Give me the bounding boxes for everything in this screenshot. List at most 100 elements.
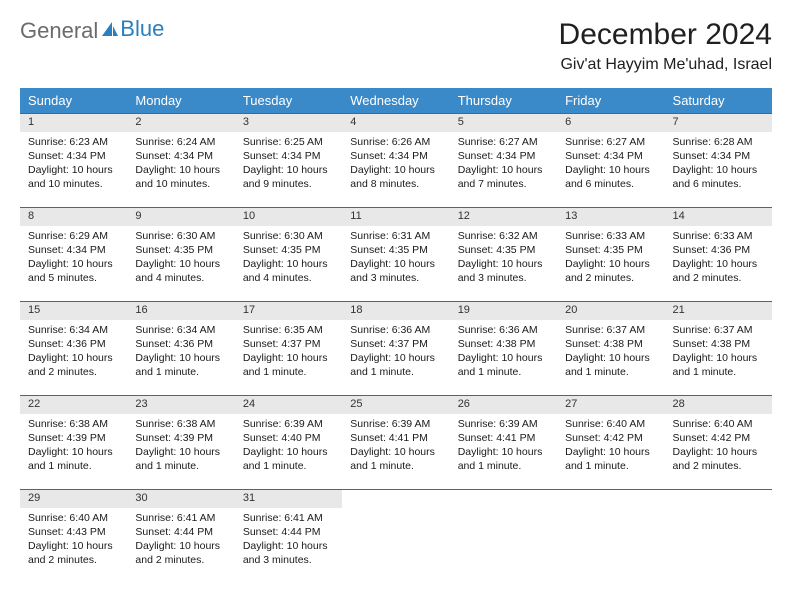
daylight-text: Daylight: 10 hours and 1 minute. xyxy=(350,445,441,473)
day-number-cell: 8 xyxy=(20,208,127,226)
daylight-text: Daylight: 10 hours and 2 minutes. xyxy=(28,351,119,379)
day-detail-cell: Sunrise: 6:27 AMSunset: 4:34 PMDaylight:… xyxy=(557,132,664,202)
day-number-cell: 2 xyxy=(127,114,234,132)
day-detail-cell: Sunrise: 6:40 AMSunset: 4:43 PMDaylight:… xyxy=(20,508,127,578)
daylight-text: Daylight: 10 hours and 10 minutes. xyxy=(135,163,226,191)
sunrise-text: Sunrise: 6:37 AM xyxy=(565,323,656,337)
sunrise-text: Sunrise: 6:39 AM xyxy=(350,417,441,431)
daylight-text: Daylight: 10 hours and 2 minutes. xyxy=(673,445,764,473)
sunrise-text: Sunrise: 6:29 AM xyxy=(28,229,119,243)
day-number-cell: 11 xyxy=(342,208,449,226)
sunrise-text: Sunrise: 6:40 AM xyxy=(28,511,119,525)
day-number-cell: 14 xyxy=(665,208,772,226)
sunset-text: Sunset: 4:39 PM xyxy=(135,431,226,445)
day-detail-cell xyxy=(557,508,664,578)
sunrise-text: Sunrise: 6:36 AM xyxy=(458,323,549,337)
sunrise-text: Sunrise: 6:40 AM xyxy=(565,417,656,431)
day-number-cell xyxy=(665,490,772,508)
day-detail-cell: Sunrise: 6:36 AMSunset: 4:37 PMDaylight:… xyxy=(342,320,449,390)
sunset-text: Sunset: 4:35 PM xyxy=(243,243,334,257)
month-title: December 2024 xyxy=(559,18,772,52)
day-number-cell: 1 xyxy=(20,114,127,132)
day-number-cell: 7 xyxy=(665,114,772,132)
sunrise-text: Sunrise: 6:34 AM xyxy=(28,323,119,337)
day-number-cell: 24 xyxy=(235,396,342,414)
sunrise-text: Sunrise: 6:27 AM xyxy=(565,135,656,149)
day-number-cell: 22 xyxy=(20,396,127,414)
daylight-text: Daylight: 10 hours and 1 minute. xyxy=(350,351,441,379)
day-number-cell: 26 xyxy=(450,396,557,414)
sunset-text: Sunset: 4:35 PM xyxy=(565,243,656,257)
day-number-cell: 27 xyxy=(557,396,664,414)
calendar-table: Sunday Monday Tuesday Wednesday Thursday… xyxy=(20,88,772,584)
sunrise-text: Sunrise: 6:32 AM xyxy=(458,229,549,243)
day-number-cell: 9 xyxy=(127,208,234,226)
sunrise-text: Sunrise: 6:31 AM xyxy=(350,229,441,243)
day-detail-cell: Sunrise: 6:25 AMSunset: 4:34 PMDaylight:… xyxy=(235,132,342,202)
day-number-cell: 31 xyxy=(235,490,342,508)
day-number-cell: 18 xyxy=(342,302,449,320)
day-detail-cell xyxy=(342,508,449,578)
weekday-header: Saturday xyxy=(665,88,772,114)
sunset-text: Sunset: 4:44 PM xyxy=(135,525,226,539)
daylight-text: Daylight: 10 hours and 1 minute. xyxy=(565,445,656,473)
weekday-header: Tuesday xyxy=(235,88,342,114)
day-detail-row: Sunrise: 6:34 AM Sunset: 4:36 PM Daylight:… xyxy=(20,320,772,390)
daylight-text: Daylight: 10 hours and 1 minute. xyxy=(135,445,226,473)
weekday-header: Monday xyxy=(127,88,234,114)
day-detail-cell xyxy=(450,508,557,578)
day-detail-cell: Sunrise: 6:39 AMSunset: 4:41 PMDaylight:… xyxy=(450,414,557,484)
day-detail-cell: Sunrise: 6:39 AMSunset: 4:41 PMDaylight:… xyxy=(342,414,449,484)
weekday-header: Sunday xyxy=(20,88,127,114)
day-number-cell xyxy=(557,490,664,508)
daylight-text: Daylight: 10 hours and 3 minutes. xyxy=(243,539,334,567)
day-number-cell xyxy=(342,490,449,508)
day-detail-row: Sunrise: 6:29 AMSunset: 4:34 PMDaylight:… xyxy=(20,226,772,296)
sunrise-text: Sunrise: 6:33 AM xyxy=(673,229,764,243)
day-detail-cell: Sunrise: 6:37 AMSunset: 4:38 PMDaylight:… xyxy=(557,320,664,390)
sunset-text: Sunset: 4:39 PM xyxy=(28,431,119,445)
daylight-text: Daylight: 10 hours and 1 minute. xyxy=(243,445,334,473)
sunset-text: Sunset: 4:35 PM xyxy=(458,243,549,257)
sunset-text: Sunset: 4:42 PM xyxy=(673,431,764,445)
day-number-cell: 13 xyxy=(557,208,664,226)
weekday-header: Friday xyxy=(557,88,664,114)
sunset-text: Sunset: 4:34 PM xyxy=(458,149,549,163)
sunrise-text: Sunrise: 6:39 AM xyxy=(243,417,334,431)
day-number-cell: 21 xyxy=(665,302,772,320)
day-number-cell: 25 xyxy=(342,396,449,414)
day-detail-cell: Sunrise: 6:33 AMSunset: 4:36 PMDaylight:… xyxy=(665,226,772,296)
daylight-text: Daylight: 10 hours and 3 minutes. xyxy=(458,257,549,285)
day-detail-cell: Sunrise: 6:38 AMSunset: 4:39 PMDaylight:… xyxy=(127,414,234,484)
sunset-text: Sunset: 4:41 PM xyxy=(458,431,549,445)
sunset-text: Sunset: 4:37 PM xyxy=(350,337,441,351)
day-number-cell: 17 xyxy=(235,302,342,320)
day-number-cell: 10 xyxy=(235,208,342,226)
sunrise-text: Sunrise: 6:38 AM xyxy=(28,417,119,431)
day-detail-cell: Sunrise: 6:27 AMSunset: 4:34 PMDaylight:… xyxy=(450,132,557,202)
daylight-text: Daylight: 10 hours and 2 minutes. xyxy=(565,257,656,285)
day-detail-cell: Sunrise: 6:28 AMSunset: 4:34 PMDaylight:… xyxy=(665,132,772,202)
daylight-text: Daylight: 10 hours and 1 minute. xyxy=(458,351,549,379)
sunset-text: Sunset: 4:34 PM xyxy=(565,149,656,163)
day-detail-cell: Sunrise: 6:40 AMSunset: 4:42 PMDaylight:… xyxy=(557,414,664,484)
sunrise-text: Sunrise: 6:27 AM xyxy=(458,135,549,149)
sunrise-text: Sunrise: 6:35 AM xyxy=(243,323,334,337)
day-detail-cell: Sunrise: 6:37 AMSunset: 4:38 PMDaylight:… xyxy=(665,320,772,390)
day-number-cell: 28 xyxy=(665,396,772,414)
daylight-text: Daylight: 10 hours and 10 minutes. xyxy=(28,163,119,191)
daylight-text: Daylight: 10 hours and 2 minutes. xyxy=(673,257,764,285)
sunset-text: Sunset: 4:34 PM xyxy=(350,149,441,163)
day-detail-row: Sunrise: 6:23 AMSunset: 4:34 PMDaylight:… xyxy=(20,132,772,202)
location: Giv'at Hayyim Me'uhad, Israel xyxy=(559,56,772,74)
sunrise-text: Sunrise: 6:30 AM xyxy=(135,229,226,243)
day-detail-cell: Sunrise: 6:41 AMSunset: 4:44 PMDaylight:… xyxy=(127,508,234,578)
sunset-text: Sunset: 4:38 PM xyxy=(565,337,656,351)
day-number-row: 15161718192021 xyxy=(20,302,772,320)
daylight-text: Daylight: 10 hours and 1 minute. xyxy=(673,351,764,379)
day-detail-cell: Sunrise: 6:30 AMSunset: 4:35 PMDaylight:… xyxy=(127,226,234,296)
sunset-text: Sunset: 4:34 PM xyxy=(28,149,119,163)
sunset-text: Sunset: 4:36 PM xyxy=(135,337,226,351)
day-number-row: 22232425262728 xyxy=(20,396,772,414)
day-detail-cell: Sunrise: 6:39 AMSunset: 4:40 PMDaylight:… xyxy=(235,414,342,484)
